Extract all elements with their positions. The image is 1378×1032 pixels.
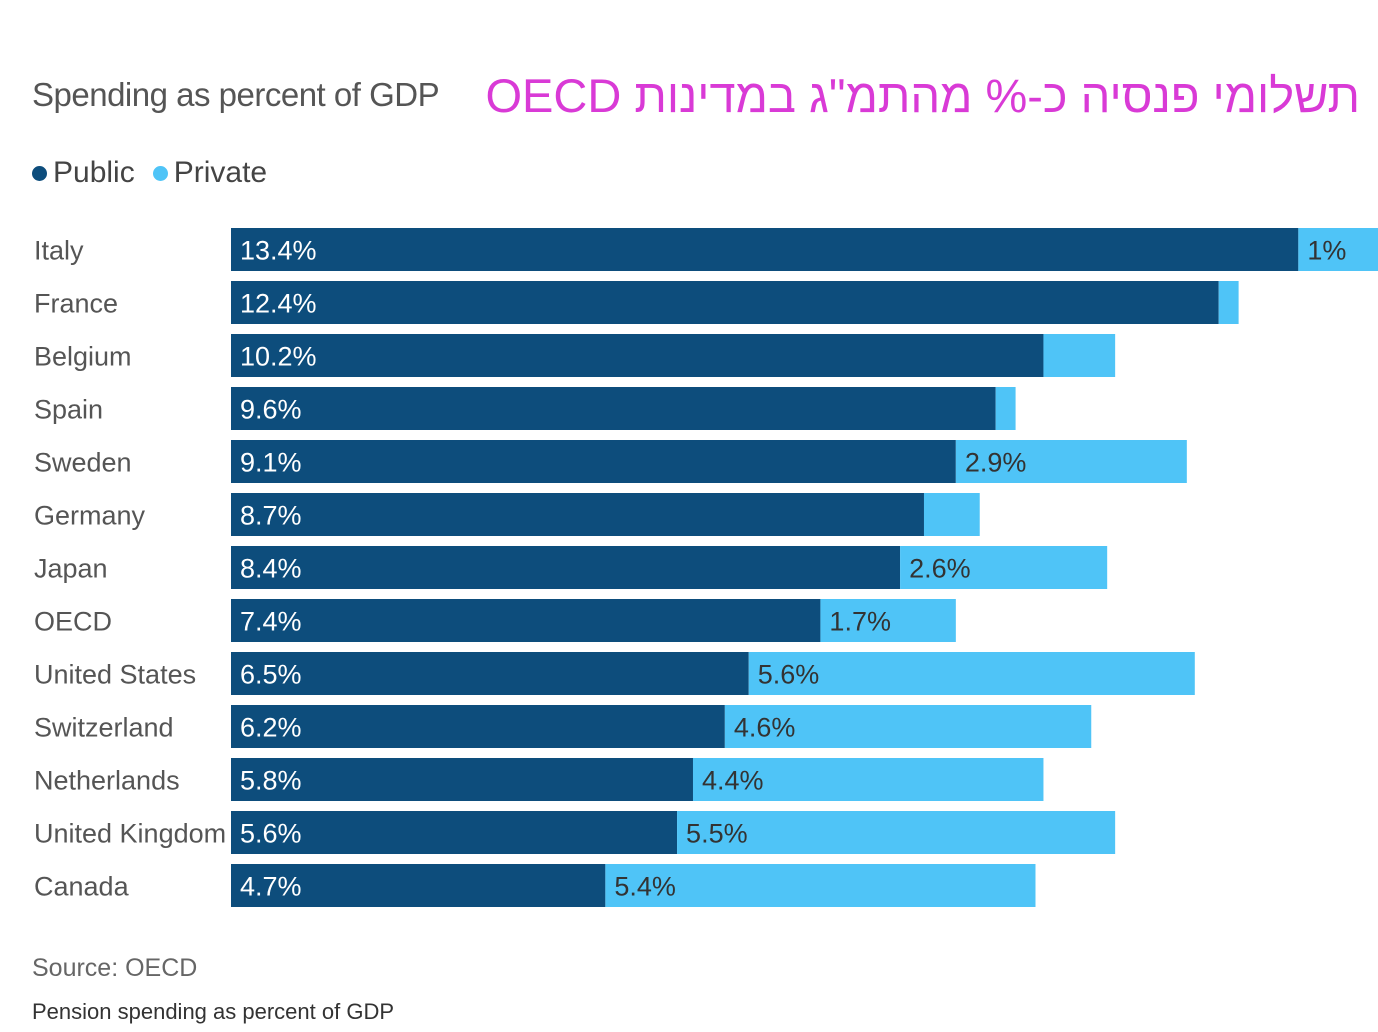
data-label-public-belgium: 10.2% [240,342,317,372]
bar-public-united-states [231,652,749,695]
data-label-private-netherlands: 4.4% [702,766,764,796]
bar-private-oecd [820,599,956,642]
category-label-netherlands: Netherlands [34,766,180,796]
chart-title: תשלומי פנסיה כ-% מהתמ"ג במדינות OECD [485,69,1360,122]
data-label-public-spain: 9.6% [240,395,302,425]
bar-private-switzerland [724,705,1092,748]
data-label-private-switzerland: 4.6% [734,713,796,743]
data-label-public-switzerland: 6.2% [240,713,302,743]
bar-private-spain [995,387,1016,430]
bar-private-united-kingdom [677,811,1116,854]
data-label-public-sweden: 9.1% [240,448,302,478]
data-label-private-sweden: 2.9% [965,448,1027,478]
legend: Public Private [32,156,285,190]
bar-private-netherlands [692,758,1044,801]
source-note: Source: OECD [32,954,198,982]
category-label-united-states: United States [34,660,196,690]
category-label-switzerland: Switzerland [34,713,174,743]
bar-private-united-states [748,652,1195,695]
legend-label-private: Private [173,156,268,189]
bar-public-switzerland [231,705,725,748]
data-label-private-italy: 1% [1307,236,1346,266]
data-label-public-france: 12.4% [240,289,317,319]
bar-public-belgium [231,334,1044,377]
data-label-public-italy: 13.4% [240,236,317,266]
data-label-public-germany: 8.7% [240,501,302,531]
category-label-japan: Japan [34,554,108,584]
data-label-public-canada: 4.7% [240,872,302,902]
bar-public-united-kingdom [231,811,678,854]
data-label-private-japan: 2.6% [909,554,971,584]
data-label-public-united-kingdom: 5.6% [240,819,302,849]
data-label-private-oecd: 1.7% [829,607,891,637]
legend-dot-private [152,165,168,181]
bar-private-sweden [955,440,1187,483]
bar-public-canada [231,864,606,907]
data-label-private-united-states: 5.6% [758,660,820,690]
bar-public-italy [231,228,1299,271]
legend-item-private: Private [152,156,268,190]
legend-item-public: Public [32,156,135,190]
bar-public-germany [231,493,924,536]
bar-public-sweden [231,440,956,483]
data-label-private-canada: 5.4% [614,872,676,902]
category-label-france: France [34,289,118,319]
category-label-united-kingdom: United Kingdom [34,819,226,849]
bar-private-germany [923,493,980,536]
bar-private-italy [1298,228,1378,271]
bar-public-spain [231,387,996,430]
bar-public-france [231,281,1219,324]
bar-public-netherlands [231,758,693,801]
category-label-oecd: OECD [34,607,112,637]
bar-private-japan [900,546,1108,589]
bar-public-japan [231,546,901,589]
category-label-germany: Germany [34,501,146,531]
footer-caption: Pension spending as percent of GDP [32,999,395,1024]
category-label-italy: Italy [34,236,84,266]
bar-private-belgium [1043,334,1116,377]
data-label-private-united-kingdom: 5.5% [686,819,748,849]
bar-public-oecd [231,599,821,642]
data-label-public-united-states: 6.5% [240,660,302,690]
category-label-sweden: Sweden [34,448,132,478]
data-label-public-netherlands: 5.8% [240,766,302,796]
category-label-belgium: Belgium [34,342,132,372]
legend-label-public: Public [53,156,135,189]
data-label-public-japan: 8.4% [240,554,302,584]
bar-private-france [1218,281,1239,324]
bar-private-canada [605,864,1036,907]
chart-subtitle: Spending as percent of GDP [32,76,440,113]
category-label-canada: Canada [34,872,130,902]
legend-dot-public [32,165,47,181]
data-label-public-oecd: 7.4% [240,607,302,637]
category-label-spain: Spain [34,395,103,425]
